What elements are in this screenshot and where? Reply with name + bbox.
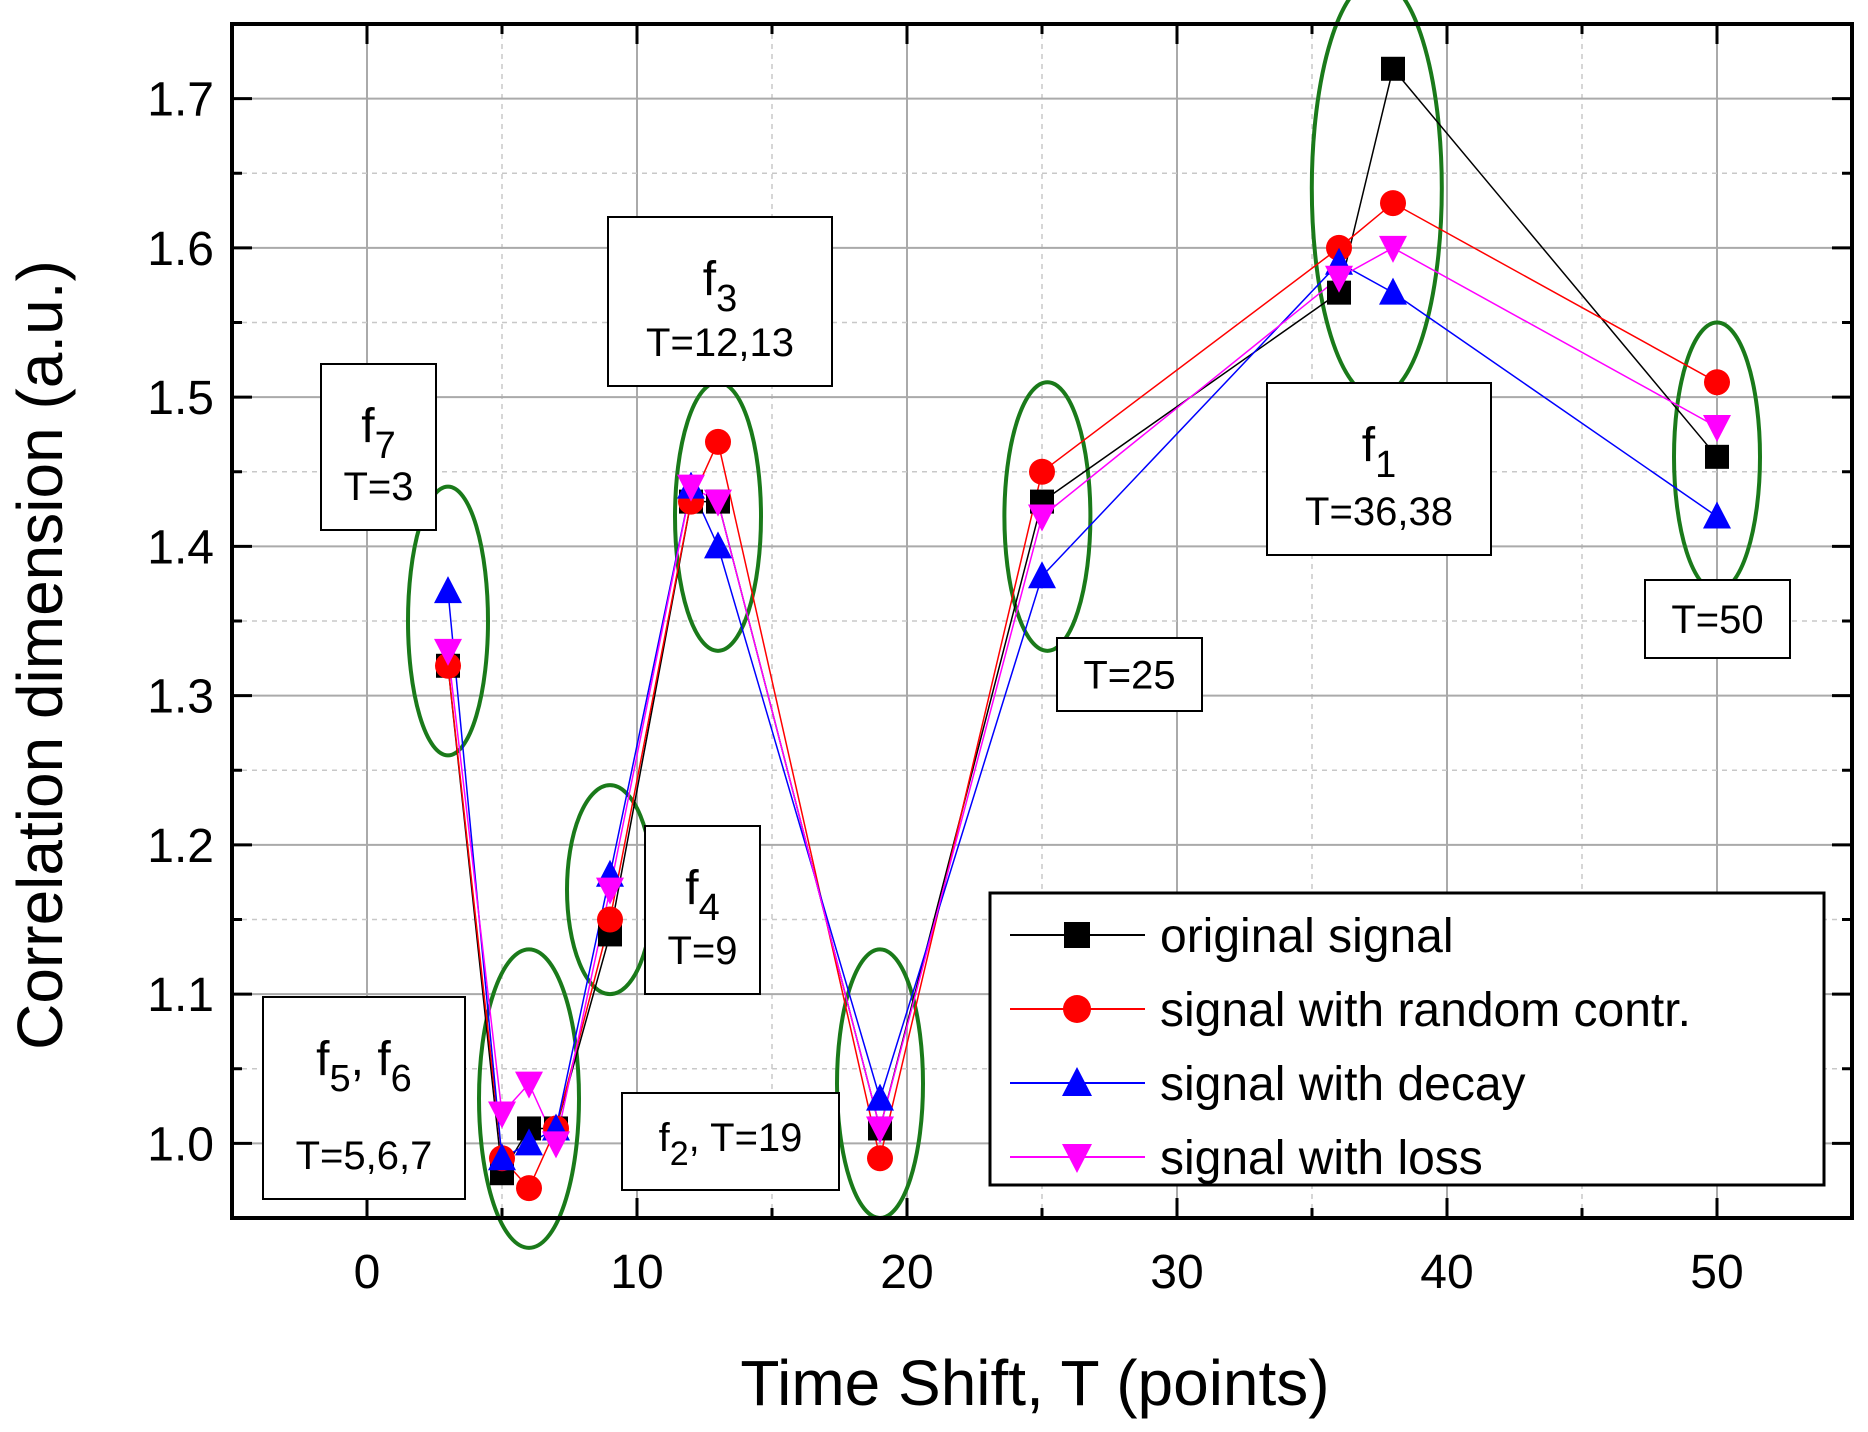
data-point bbox=[867, 1145, 893, 1172]
legend-label: signal with random contr. bbox=[1160, 984, 1691, 1037]
data-point bbox=[488, 1143, 516, 1171]
annotation-text: T=50 bbox=[1671, 598, 1763, 642]
annotation-box bbox=[262, 996, 466, 1200]
legend-label: signal with loss bbox=[1160, 1132, 1483, 1185]
data-point bbox=[515, 1071, 543, 1099]
annotation-f7: f7T=3 bbox=[320, 363, 437, 531]
annotation-t50: T=50 bbox=[1644, 579, 1791, 659]
legend-marker bbox=[1062, 1144, 1092, 1173]
legend-item: original signal bbox=[1010, 910, 1454, 963]
data-point bbox=[515, 1128, 543, 1156]
annotation-text: T=12,13 bbox=[646, 321, 794, 365]
annotation-f1: f1T=36,38 bbox=[1266, 382, 1492, 556]
annotation-text: T=25 bbox=[1083, 654, 1175, 698]
data-point bbox=[1703, 414, 1731, 442]
y-tick-label: 1.0 bbox=[147, 1118, 214, 1171]
data-point bbox=[488, 1101, 516, 1129]
data-point bbox=[1028, 561, 1056, 589]
x-axis-title: Time Shift, T (points) bbox=[740, 1347, 1329, 1419]
legend-item: signal with random contr. bbox=[1010, 984, 1691, 1037]
data-point bbox=[542, 1131, 570, 1159]
x-tick-label: 10 bbox=[610, 1246, 663, 1299]
data-point bbox=[516, 1175, 542, 1202]
data-point bbox=[1703, 501, 1731, 529]
data-point bbox=[866, 1116, 894, 1144]
x-tick-label: 30 bbox=[1150, 1246, 1203, 1299]
data-point bbox=[434, 638, 462, 666]
annotation-box bbox=[1266, 382, 1492, 556]
highlight-ellipse bbox=[477, 947, 581, 1250]
data-point bbox=[1380, 190, 1406, 217]
legend-label: original signal bbox=[1160, 910, 1454, 963]
legend-item: signal with decay bbox=[1010, 1058, 1526, 1111]
annotation-f56: f5, f6T=5,6,7 bbox=[262, 996, 466, 1200]
annotation-text: T=9 bbox=[667, 929, 737, 973]
y-tick-label: 1.5 bbox=[147, 372, 214, 425]
legend-marker bbox=[1064, 922, 1090, 948]
data-point bbox=[1381, 56, 1405, 81]
legend-marker bbox=[1063, 995, 1091, 1023]
x-tick-label: 20 bbox=[880, 1246, 933, 1299]
annotation-symbol: f2, T=19 bbox=[659, 1116, 803, 1173]
x-tick-label: 0 bbox=[354, 1246, 381, 1299]
annotation-box bbox=[1644, 579, 1791, 659]
y-tick-label: 1.2 bbox=[147, 820, 214, 873]
data-point bbox=[677, 474, 705, 502]
annotation-box bbox=[644, 825, 761, 995]
y-tick-label: 1.4 bbox=[147, 521, 214, 574]
y-tick-label: 1.7 bbox=[147, 74, 214, 127]
annotation-text: T=3 bbox=[343, 465, 413, 509]
legend-label: signal with decay bbox=[1160, 1058, 1526, 1111]
legend-box bbox=[988, 891, 1826, 1187]
legend-marker bbox=[1062, 1067, 1092, 1096]
annotations: f7T=3 f3T=12,13 f1T=36,38 f4T=9 f5, f6T=5,6,… bbox=[262, 216, 1791, 1200]
x-tick-label: 40 bbox=[1420, 1246, 1473, 1299]
data-point bbox=[1704, 369, 1730, 396]
data-point bbox=[434, 576, 462, 604]
data-point bbox=[705, 428, 731, 455]
axis-ticks: 0 10 20 30 40 50 1.0 1.1 1.2 1.3 1.4 1.5 1.6 1.7 bbox=[147, 22, 1854, 1299]
highlight-ellipse bbox=[1002, 380, 1093, 653]
data-point bbox=[1379, 277, 1407, 305]
highlight-ellipse bbox=[406, 484, 490, 758]
data-point bbox=[704, 489, 732, 517]
annotation-text: T=5,6,7 bbox=[296, 1134, 433, 1178]
highlight-ellipse bbox=[1309, 0, 1444, 400]
x-tick-label: 50 bbox=[1690, 1246, 1743, 1299]
annotation-box bbox=[1056, 637, 1203, 712]
data-point bbox=[1325, 265, 1353, 293]
annotation-box bbox=[621, 1092, 840, 1191]
data-point bbox=[1705, 444, 1729, 469]
series-layer bbox=[434, 56, 1731, 1202]
data-point bbox=[704, 531, 732, 559]
data-point bbox=[866, 1083, 894, 1111]
y-axis-title: Correlation dimension (a.u.) bbox=[4, 260, 76, 1050]
annotation-t25: T=25 bbox=[1056, 637, 1203, 712]
data-point bbox=[597, 906, 623, 933]
annotation-box bbox=[320, 363, 437, 531]
annotation-box bbox=[607, 216, 833, 387]
y-tick-label: 1.6 bbox=[147, 223, 214, 276]
data-point bbox=[1379, 235, 1407, 263]
data-point bbox=[1028, 504, 1056, 532]
data-point bbox=[596, 877, 624, 905]
legend-item: signal with loss bbox=[1010, 1132, 1483, 1185]
annotation-text: T=36,38 bbox=[1305, 490, 1453, 534]
y-tick-label: 1.3 bbox=[147, 671, 214, 724]
legend: original signal signal with random contr.… bbox=[988, 891, 1826, 1187]
annotation-f4: f4T=9 bbox=[644, 825, 761, 995]
data-point bbox=[1029, 458, 1055, 485]
annotation-f2: f2, T=19 bbox=[621, 1092, 840, 1191]
y-tick-label: 1.1 bbox=[147, 969, 214, 1022]
annotation-f3: f3T=12,13 bbox=[607, 216, 833, 387]
